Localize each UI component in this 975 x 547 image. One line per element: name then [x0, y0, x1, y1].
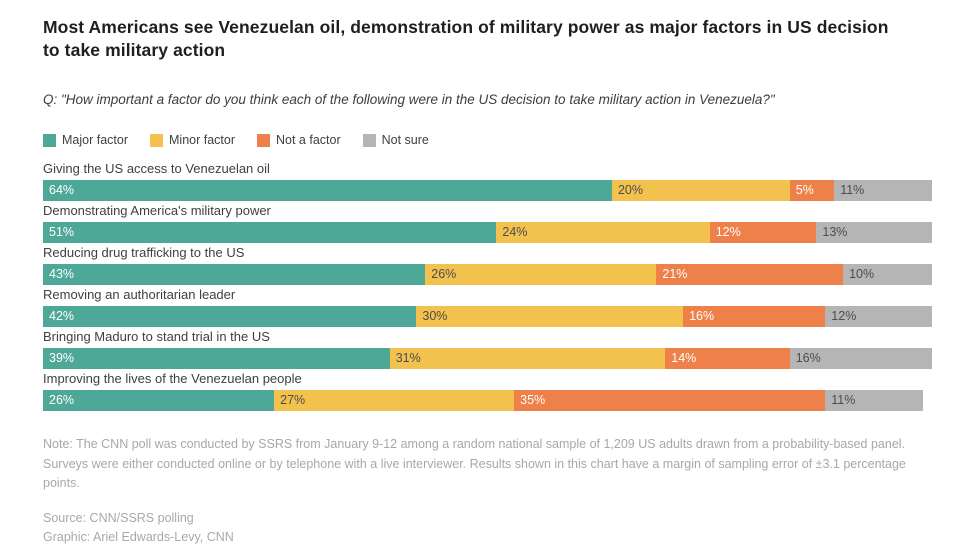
chart-title: Most Americans see Venezuelan oil, demon…	[43, 17, 889, 61]
bar-segment: 31%	[389, 348, 666, 370]
stacked-bar: 43% 26% 21% 10%	[43, 264, 932, 286]
stacked-bar-chart: Giving the US access to Venezuelan oil 64…	[43, 161, 932, 412]
poll-question: Q: "How important a factor do you think …	[43, 92, 775, 108]
category-label: Bringing Maduro to stand trial in the US	[43, 329, 270, 345]
stacked-bar: 42% 30% 16% 12%	[43, 306, 932, 328]
source-block: Source: CNN/SSRS polling Graphic: Ariel …	[43, 509, 932, 547]
bar-segment: 11%	[825, 390, 924, 412]
category-label: Removing an authoritarian leader	[43, 287, 236, 303]
methodology-note: Note: The CNN poll was conducted by SSRS…	[43, 437, 906, 490]
category-label: Giving the US access to Venezuelan oil	[43, 161, 270, 177]
bar-segment: 21%	[656, 264, 844, 286]
bar-segment: 20%	[611, 180, 790, 202]
credit-line: Graphic: Ariel Edwards-Levy, CNN	[43, 530, 234, 545]
legend-item: Minor factor	[150, 133, 235, 147]
bar-segment: 51%	[43, 222, 497, 244]
bar-segment: 26%	[43, 390, 275, 412]
bar-segment: 43%	[43, 264, 426, 286]
category-label: Improving the lives of the Venezuelan pe…	[43, 371, 302, 387]
bar-segment: 12%	[709, 222, 817, 244]
bar-segment: 5%	[789, 180, 835, 202]
chart-row: Improving the lives of the Venezuelan pe…	[43, 371, 932, 412]
bar-segment: 42%	[43, 306, 417, 328]
legend-label: Not a factor	[276, 133, 341, 148]
stacked-bar: 26% 27% 35% 11%	[43, 390, 932, 412]
legend-swatch-icon	[257, 133, 270, 147]
bar-segment: 11%	[834, 180, 932, 202]
legend-item: Not a factor	[257, 133, 341, 147]
legend-label: Not sure	[381, 133, 429, 148]
chart-row: Reducing drug trafficking to the US 43% 26…	[43, 245, 932, 286]
bar-segment: 27%	[274, 390, 515, 412]
legend-item: Major factor	[43, 133, 128, 147]
category-label: Reducing drug trafficking to the US	[43, 245, 245, 261]
stacked-bar: 51% 24% 12% 13%	[43, 222, 932, 244]
stacked-bar: 64% 20% 5% 11%	[43, 180, 932, 202]
bar-segment: 26%	[425, 264, 657, 286]
bar-segment: 13%	[816, 222, 932, 244]
bar-segment: 39%	[43, 348, 390, 370]
chart-row: Bringing Maduro to stand trial in the US…	[43, 329, 932, 370]
bar-segment: 12%	[825, 306, 932, 328]
legend-label: Minor factor	[169, 133, 235, 148]
bar-segment: 14%	[665, 348, 790, 370]
legend-label: Major factor	[62, 133, 128, 148]
bar-segment: 24%	[496, 222, 710, 244]
bar-segment: 10%	[843, 264, 932, 286]
chart-row: Removing an authoritarian leader 42% 30% 16…	[43, 287, 932, 328]
legend-swatch-icon	[362, 133, 376, 147]
bar-segment: 30%	[416, 306, 684, 328]
chart-row: Demonstrating America's military power 51…	[43, 203, 932, 244]
category-label: Demonstrating America's military power	[43, 203, 271, 219]
bar-segment: 16%	[789, 348, 932, 370]
bar-segment: 16%	[683, 306, 826, 328]
chart-row: Giving the US access to Venezuelan oil 64…	[43, 161, 932, 202]
legend-swatch-icon	[150, 133, 163, 147]
legend-swatch-icon	[43, 133, 56, 147]
bar-segment: 35%	[514, 390, 826, 412]
bar-segment: 64%	[43, 180, 612, 202]
source-line: Source: CNN/SSRS polling	[43, 511, 194, 526]
legend: Major factor Minor factor Not a factor Not …	[43, 133, 932, 147]
legend-item: Not sure	[362, 133, 429, 148]
stacked-bar: 39% 31% 14% 16%	[43, 348, 932, 370]
